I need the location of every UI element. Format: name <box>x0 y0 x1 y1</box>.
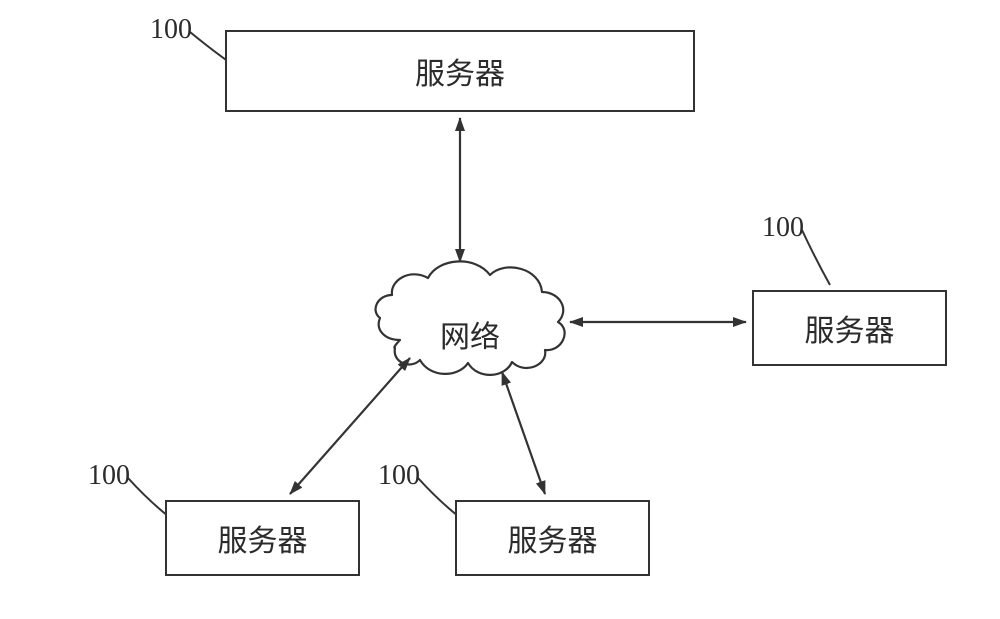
server-node: 服务器 <box>225 30 695 112</box>
server-node: 服务器 <box>455 500 650 576</box>
network-cloud-label: 网络 <box>440 312 500 356</box>
reference-leader-line <box>802 230 830 285</box>
server-node-label: 服务器 <box>508 516 598 560</box>
server-node-label: 服务器 <box>218 516 308 560</box>
reference-number: 100 <box>762 212 804 244</box>
server-node: 服务器 <box>165 500 360 576</box>
connection-arrow <box>502 372 545 494</box>
server-node-label: 服务器 <box>805 306 895 350</box>
reference-leader-line <box>418 478 458 516</box>
diagram-canvas: 网络服务器100服务器100服务器100服务器100 <box>0 0 1000 619</box>
reference-number: 100 <box>150 14 192 46</box>
reference-leader-line <box>128 478 168 516</box>
server-node-label: 服务器 <box>415 49 505 93</box>
reference-leader-line <box>190 32 229 62</box>
reference-number: 100 <box>88 460 130 492</box>
reference-number: 100 <box>378 460 420 492</box>
server-node: 服务器 <box>752 290 947 366</box>
